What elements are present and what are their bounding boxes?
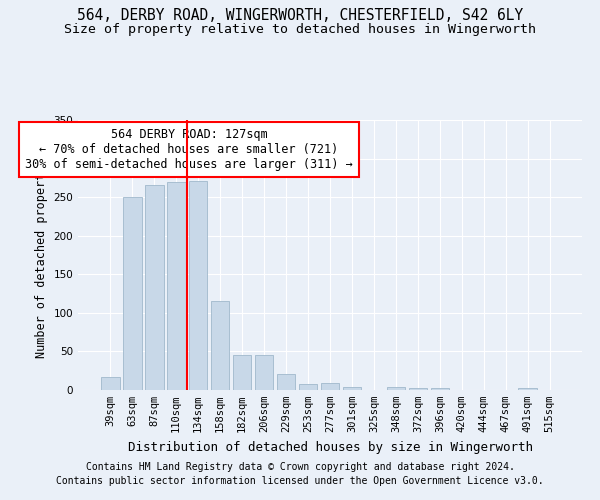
- Bar: [518, 388, 537, 390]
- Bar: [233, 356, 251, 390]
- Text: Contains HM Land Registry data © Crown copyright and database right 2024.: Contains HM Land Registry data © Crown c…: [86, 462, 514, 472]
- Bar: [101, 377, 119, 390]
- Bar: [189, 181, 208, 390]
- Bar: [386, 387, 405, 390]
- Bar: [167, 182, 185, 390]
- Bar: [299, 384, 317, 390]
- Bar: [320, 383, 340, 390]
- Bar: [409, 388, 427, 390]
- Bar: [255, 356, 274, 390]
- Y-axis label: Number of detached properties: Number of detached properties: [35, 152, 48, 358]
- Bar: [343, 387, 361, 390]
- Bar: [277, 374, 295, 390]
- Text: 564, DERBY ROAD, WINGERWORTH, CHESTERFIELD, S42 6LY: 564, DERBY ROAD, WINGERWORTH, CHESTERFIE…: [77, 8, 523, 22]
- Text: 564 DERBY ROAD: 127sqm
← 70% of detached houses are smaller (721)
30% of semi-de: 564 DERBY ROAD: 127sqm ← 70% of detached…: [25, 128, 353, 171]
- Text: Contains public sector information licensed under the Open Government Licence v3: Contains public sector information licen…: [56, 476, 544, 486]
- Bar: [123, 197, 142, 390]
- Bar: [145, 185, 164, 390]
- Bar: [211, 300, 229, 390]
- X-axis label: Distribution of detached houses by size in Wingerworth: Distribution of detached houses by size …: [128, 440, 533, 454]
- Text: Size of property relative to detached houses in Wingerworth: Size of property relative to detached ho…: [64, 22, 536, 36]
- Bar: [431, 388, 449, 390]
